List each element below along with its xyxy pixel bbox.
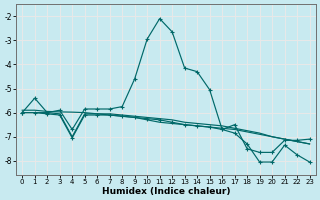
X-axis label: Humidex (Indice chaleur): Humidex (Indice chaleur) <box>102 187 230 196</box>
